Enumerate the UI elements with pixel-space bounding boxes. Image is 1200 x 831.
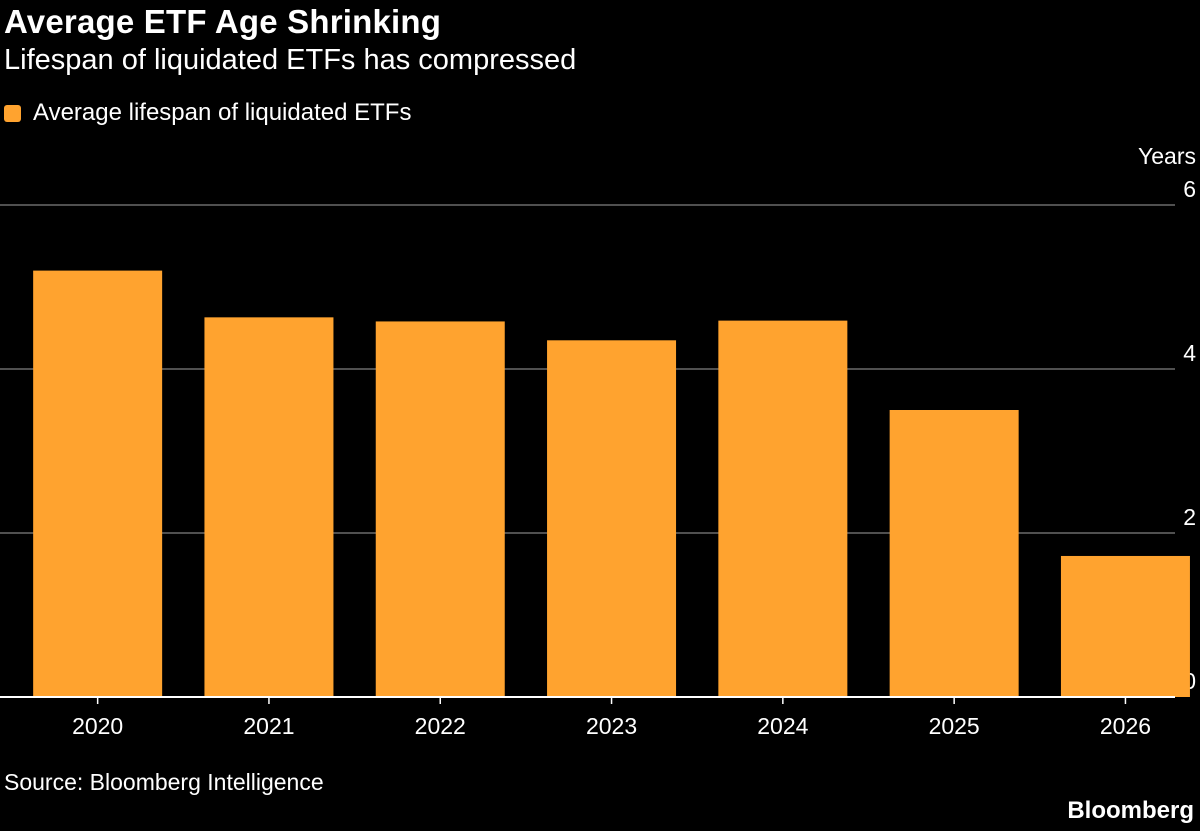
y-tick-label-6: 6 <box>1183 176 1196 202</box>
bar-2023 <box>547 340 677 697</box>
legend: Average lifespan of liquidated ETFs <box>4 98 411 128</box>
x-tick-label-2025: 2025 <box>929 713 980 739</box>
source-note: Source: Bloomberg Intelligence <box>4 769 324 795</box>
x-tick-label-2022: 2022 <box>415 713 466 739</box>
y-axis-label: Years <box>1138 143 1196 169</box>
bar-2022 <box>375 321 505 697</box>
bar-2024 <box>718 320 848 697</box>
chart-title: Average ETF Age Shrinking <box>4 3 442 40</box>
chart-subtitle: Lifespan of liquidated ETFs has compress… <box>4 44 577 76</box>
bar-2021 <box>204 317 334 697</box>
x-tick-label-2026: 2026 <box>1100 713 1151 739</box>
x-tick-label-2020: 2020 <box>72 713 123 739</box>
bar-2026 <box>1060 555 1190 697</box>
x-tick-label-2023: 2023 <box>586 713 637 739</box>
y-tick-label-4: 4 <box>1183 340 1196 366</box>
bar-2020 <box>33 270 163 697</box>
x-tick-label-2021: 2021 <box>243 713 294 739</box>
bloomberg-logo: Bloomberg <box>1067 797 1194 824</box>
bar-2025 <box>889 410 1019 697</box>
legend-label: Average lifespan of liquidated ETFs <box>33 99 412 126</box>
y-tick-label-2: 2 <box>1183 504 1196 530</box>
x-tick-label-2024: 2024 <box>757 713 808 739</box>
legend-swatch <box>4 104 21 122</box>
